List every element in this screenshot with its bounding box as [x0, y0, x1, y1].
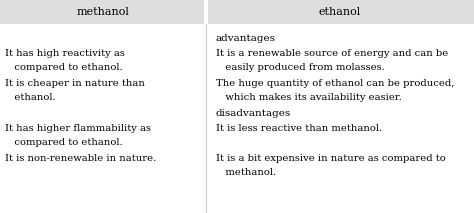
Text: advantages: advantages — [216, 34, 276, 43]
Text: disadvantages: disadvantages — [216, 109, 291, 118]
Text: It is cheaper in nature than: It is cheaper in nature than — [5, 79, 145, 88]
Text: It has higher flammability as: It has higher flammability as — [5, 124, 151, 132]
Text: It has high reactivity as: It has high reactivity as — [5, 49, 125, 58]
Text: It is non-renewable in nature.: It is non-renewable in nature. — [5, 154, 156, 163]
Text: methanol.: methanol. — [216, 168, 276, 177]
Text: compared to ethanol.: compared to ethanol. — [5, 63, 122, 72]
Text: It is a bit expensive in nature as compared to: It is a bit expensive in nature as compa… — [216, 154, 446, 163]
FancyBboxPatch shape — [208, 0, 474, 24]
Text: It is a renewable source of energy and can be: It is a renewable source of energy and c… — [216, 49, 448, 58]
Text: ethanol.: ethanol. — [5, 93, 55, 102]
Text: It is less reactive than methanol.: It is less reactive than methanol. — [216, 124, 382, 132]
Text: which makes its availability easier.: which makes its availability easier. — [216, 93, 401, 102]
Text: ethanol: ethanol — [319, 7, 361, 17]
Text: methanol: methanol — [77, 7, 129, 17]
Text: easily produced from molasses.: easily produced from molasses. — [216, 63, 384, 72]
Text: The huge quantity of ethanol can be produced,: The huge quantity of ethanol can be prod… — [216, 79, 454, 88]
FancyBboxPatch shape — [0, 0, 204, 24]
Text: compared to ethanol.: compared to ethanol. — [5, 138, 122, 147]
